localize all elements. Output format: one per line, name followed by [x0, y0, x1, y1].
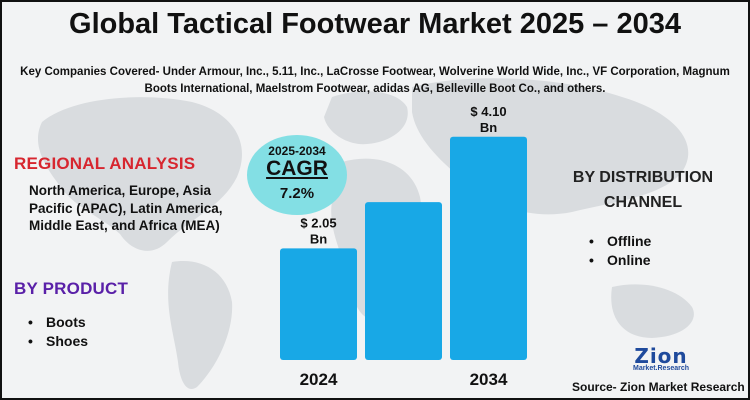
x-tick-label: 2024: [300, 370, 338, 389]
product-item-shoes: Shoes: [26, 332, 88, 351]
product-list: Boots Shoes: [26, 313, 88, 351]
source-text: Source- Zion Market Research: [572, 380, 745, 394]
bar-mid: [365, 202, 442, 360]
channel-item-online: Online: [587, 251, 651, 270]
data-label-unit: Bn: [480, 120, 497, 135]
zion-logo: Zion Market.Research: [626, 344, 696, 372]
logo-subtitle: Market.Research: [632, 365, 690, 372]
distribution-channel-list: Offline Online: [587, 232, 651, 270]
bar-2024: [280, 248, 357, 360]
cagr-period: 2025-2034: [268, 144, 326, 158]
x-tick-label: 2034: [470, 370, 508, 389]
regional-analysis-text: North America, Europe, Asia Pacific (APA…: [29, 183, 223, 233]
key-companies-text: Key Companies Covered- Under Armour, Inc…: [20, 66, 730, 95]
regional-analysis-heading: REGIONAL ANALYSIS: [14, 154, 196, 173]
page-title: Global Tactical Footwear Market 2025 – 2…: [69, 8, 681, 40]
by-product-heading: BY PRODUCT: [14, 279, 129, 298]
data-label-unit: Bn: [310, 231, 327, 246]
data-label-value: $ 2.05: [300, 215, 336, 230]
cagr-label: CAGR: [266, 157, 328, 180]
data-label-value: $ 4.10: [470, 104, 506, 119]
logo-word: Zion: [634, 344, 688, 368]
bar-2034: [450, 136, 527, 360]
product-item-boots: Boots: [26, 313, 88, 332]
by-distribution-channel-heading: BY DISTRIBUTION CHANNEL: [572, 169, 714, 211]
cagr-badge: 2025-2034 CAGR 7.2%: [247, 135, 347, 215]
channel-item-offline: Offline: [587, 232, 651, 251]
cagr-value: 7.2%: [279, 185, 315, 202]
